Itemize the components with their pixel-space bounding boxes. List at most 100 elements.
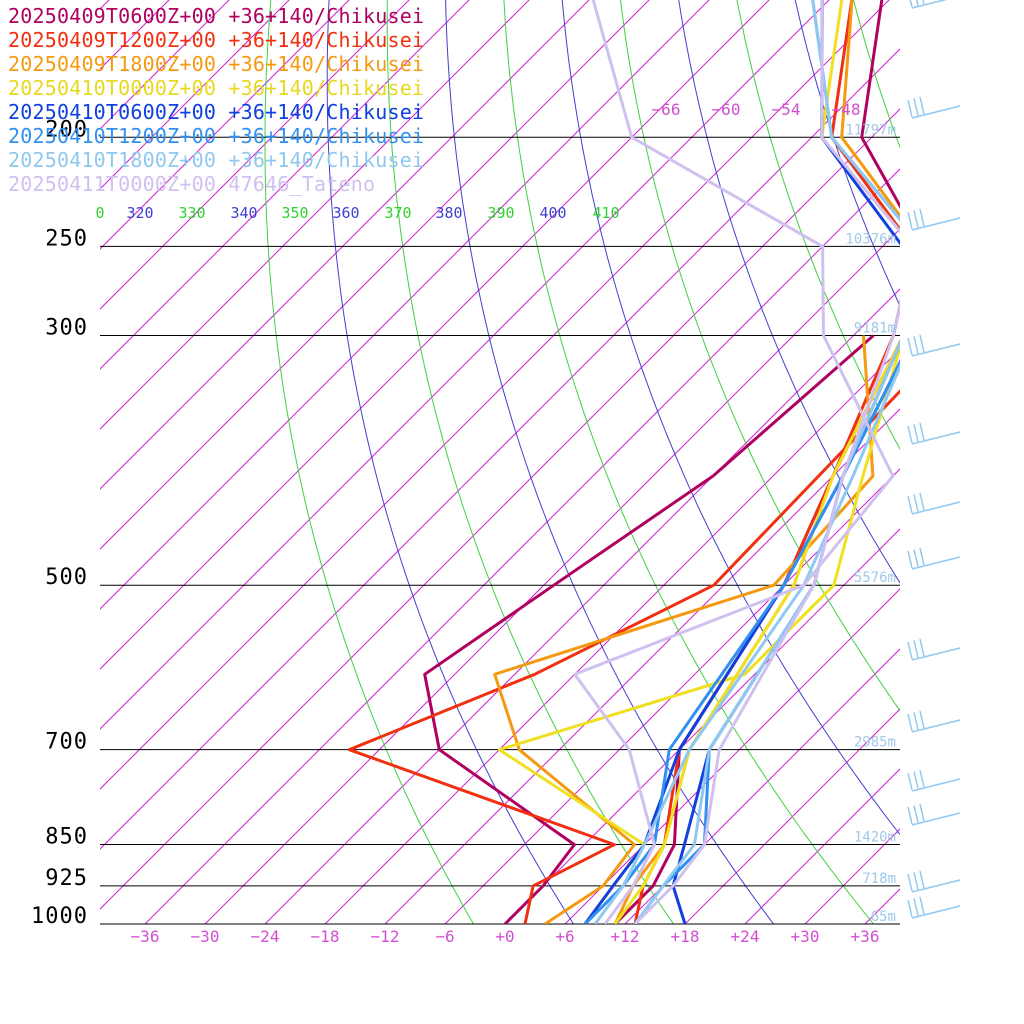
temperature-tick-label: −24 [251, 927, 280, 946]
dry-adiabat-line [619, 0, 900, 712]
wind-barb-icon [911, 217, 961, 231]
temperature-tick-label: +18 [671, 927, 700, 946]
theta-label: 390 [487, 204, 514, 222]
wind-barb-icon [911, 778, 961, 792]
theta-label: 350 [281, 204, 308, 222]
wind-barb-icon [911, 0, 948, 9]
legend-entry: 20250409T1200Z+00 +36+140/Chikusei [8, 28, 425, 52]
wind-barb-icon [911, 647, 961, 661]
isotherm-line [925, 0, 1024, 924]
pressure-label: 250 [45, 226, 88, 251]
wind-barb-flag-icon [913, 549, 919, 567]
legend-entry: 20250410T0000Z+00 +36+140/Chikusei [8, 76, 425, 100]
wind-barb-flag-icon [919, 638, 925, 657]
wind-barb-flag-icon [913, 712, 919, 730]
theta-label: 410 [592, 204, 619, 222]
wind-barb-flag-icon [907, 337, 913, 356]
legend-entry: 20250409T0600Z+00 +36+140/Chikusei [8, 4, 425, 28]
wind-barb-flag-icon [919, 492, 925, 511]
temperature-line [613, 0, 900, 924]
dry-adiabat-line [503, 0, 874, 924]
wind-barb-flag-icon [919, 803, 925, 822]
wind-barb-icon [911, 105, 961, 119]
temperature-tick-label: +6 [555, 927, 574, 946]
dry-adiabat-line [911, 0, 1024, 924]
theta-label: 360 [332, 204, 359, 222]
wind-barb-flag-icon [907, 425, 913, 444]
isotherm-line [384, 408, 900, 924]
wind-barb-flag-icon [913, 771, 919, 789]
height-label: 11797m [845, 122, 896, 138]
wind-barb-flag-icon [919, 710, 925, 729]
pressure-label: 500 [45, 565, 88, 590]
wind-barb-flag-icon [913, 210, 919, 228]
legend: 20250409T0600Z+00 +36+140/Chikusei 20250… [8, 4, 424, 196]
temperature-tick-label: −12 [371, 927, 400, 946]
wind-barb-flag-icon [907, 806, 913, 825]
wind-barb-flag-icon [919, 334, 925, 353]
isotherm-line [624, 648, 900, 924]
wind-barb-icon [911, 431, 961, 445]
wind-barb-flag-icon [913, 898, 919, 916]
temperature-tick-label: +0 [495, 927, 514, 946]
temperature-tick-label: +12 [611, 927, 640, 946]
upper-isotherm-label: −54 [772, 100, 801, 119]
pressure-label: 1000 [31, 904, 88, 929]
dry-adiabat-line [961, 0, 1024, 924]
wind-barb-flag-icon [915, 0, 919, 6]
wind-barb-flag-icon [919, 769, 925, 788]
isotherm-line [985, 0, 1024, 924]
temperature-tick-label: −36 [131, 927, 160, 946]
height-label: 2985m [854, 735, 896, 751]
wind-barb-flag-icon [919, 896, 925, 915]
pressure-label: 700 [45, 730, 88, 755]
height-label: 10376m [845, 231, 896, 247]
height-label: 5576m [854, 570, 896, 586]
isotherm-line [564, 588, 900, 924]
dry-adiabat-line [264, 0, 474, 924]
wind-barb-icon [911, 719, 961, 733]
dry-adiabat-line [1011, 0, 1024, 924]
legend-entry: 20250410T1200Z+00 +36+140/Chikusei [8, 124, 425, 148]
upper-isotherm-label: −48 [832, 100, 861, 119]
wind-barb-flag-icon [922, 0, 925, 5]
legend-entry: 20250409T1800Z+00 +36+140/Chikusei [8, 52, 425, 76]
pressure-label: 300 [45, 315, 88, 340]
wind-barb-flag-icon [907, 641, 913, 660]
wind-barb-flag-icon [913, 424, 919, 442]
dry-adiabat-line [678, 0, 900, 584]
pressure-label: 150 [45, 0, 88, 2]
upper-isotherm-label: −60 [712, 100, 741, 119]
dry-adiabat-line [326, 0, 574, 924]
dewpoint-line [593, 363, 900, 924]
wind-barb-flag-icon [907, 211, 913, 230]
wind-barb-flag-icon [913, 98, 919, 116]
height-label: 65m [871, 909, 896, 925]
pressure-label: 850 [45, 825, 88, 850]
wind-barb-flag-icon [919, 547, 925, 566]
dewpoint-line [573, 0, 895, 924]
theta-label: 400 [539, 204, 566, 222]
wind-barb-flag-icon [913, 336, 919, 354]
temperature-tick-label: −18 [311, 927, 340, 946]
temperature-tick-label: −6 [435, 927, 454, 946]
wind-barb-icon [911, 905, 961, 919]
temperature-line [633, 0, 900, 924]
temperature-tick-label: +36 [851, 927, 880, 946]
wind-barb-flag-icon [907, 495, 913, 514]
theta-label: 0 [95, 204, 104, 222]
dry-adiabat-line [386, 0, 674, 924]
isotherm-line [324, 348, 900, 924]
upper-isotherm-label: −66 [652, 100, 681, 119]
dry-adiabat-line [445, 0, 774, 924]
temperature-line [633, 0, 900, 924]
dewpoint-line [347, 389, 900, 924]
wind-barb-flag-icon [913, 805, 919, 823]
wind-barb-icon [911, 343, 961, 357]
pressure-label: 925 [45, 866, 88, 891]
theta-label: 340 [230, 204, 257, 222]
wind-barb-flag-icon [907, 873, 913, 892]
wind-barb-flag-icon [919, 422, 925, 441]
pressure-label: 200 [45, 117, 88, 142]
